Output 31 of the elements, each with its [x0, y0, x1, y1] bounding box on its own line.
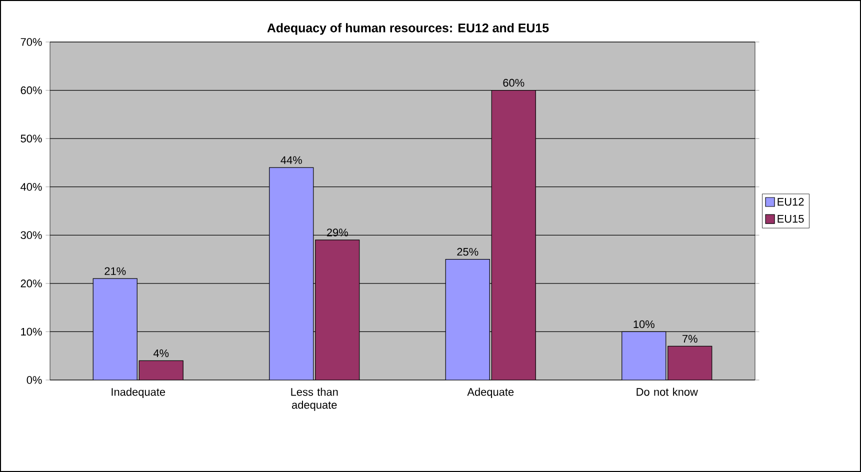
data-label: 10% [634, 320, 654, 328]
y-tick-label: 60% [20, 86, 42, 94]
bar [315, 240, 360, 380]
x-tick-label: Inadequate [112, 388, 166, 398]
data-label: 7% [682, 334, 698, 343]
data-label: 21% [104, 267, 126, 275]
chart-title: Adequacy of human resources: EU12 and EU15 [267, 23, 549, 35]
y-tick-label: 40% [20, 182, 42, 191]
legend-label: EU12 [778, 198, 804, 206]
y-tick-label: 0% [26, 376, 42, 384]
x-tick-label: Adequate [467, 388, 514, 398]
y-tick-label: 50% [20, 134, 42, 142]
y-tick-label: 10% [21, 328, 42, 336]
data-label: 29% [326, 228, 348, 236]
data-label: 25% [457, 248, 478, 256]
bar [269, 167, 314, 380]
data-label: 44% [280, 156, 302, 164]
x-tick-label: Less than adequate [291, 388, 338, 411]
data-label: 60% [503, 78, 524, 87]
bar [668, 346, 712, 380]
y-tick-label: 20% [20, 280, 42, 288]
y-tick-label: 30% [20, 231, 42, 240]
bar [622, 331, 666, 380]
data-label: 4% [153, 349, 169, 358]
x-tick-label: Do not know [636, 388, 698, 396]
legend-label: EU15 [778, 215, 804, 223]
bar [445, 258, 490, 380]
bar [92, 278, 138, 380]
bar [491, 90, 536, 380]
y-tick-label: 70% [20, 38, 42, 46]
bar [138, 360, 184, 380]
